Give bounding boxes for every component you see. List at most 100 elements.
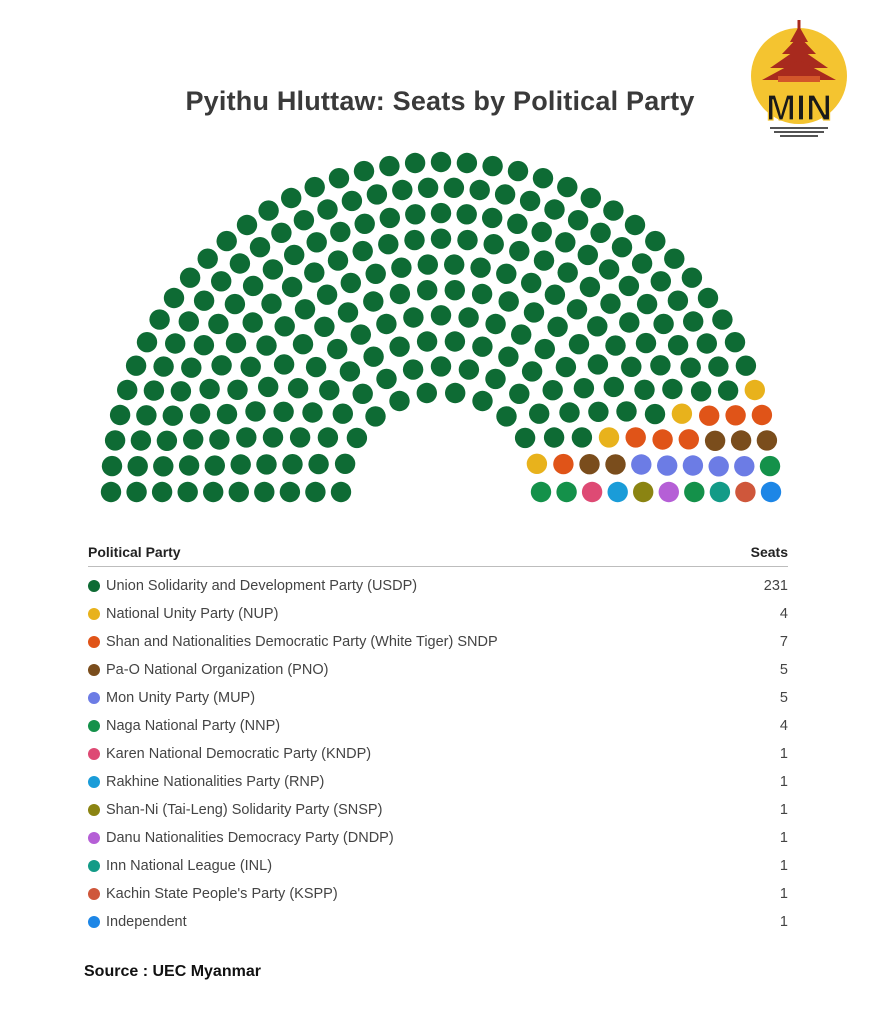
seat-dot [530,481,552,503]
seat-dot [216,403,238,425]
seat-dot [662,378,683,400]
legend-seat-count: 1 [779,858,788,874]
seat-dot [555,356,577,378]
seat-dot [652,429,673,450]
legend-seat-count: 231 [763,578,788,594]
seat-dot [529,403,550,424]
seat-dot [352,383,373,404]
svg-text:MIN: MIN [766,87,832,128]
legend-swatch [88,608,100,620]
seat-dot [153,456,174,477]
seat-dot [216,230,237,252]
seat-dot [543,427,565,448]
seat-dot [403,307,424,328]
seat-dot [633,481,654,503]
seat-dot [389,336,410,357]
seat-dot [712,309,733,330]
seat-dot [581,481,603,503]
seat-dot [417,177,439,198]
seat-dot [664,248,685,269]
seat-dot [193,335,215,356]
legend-row: Kachin State People's Party (KSPP) 1 [88,880,788,908]
legend-party-name: National Unity Party (NUP) [106,606,279,622]
seat-dot [305,356,327,378]
seat-dot [759,455,781,477]
seat-dot [566,299,588,320]
seat-dot [177,481,198,503]
seat-dot [482,155,503,177]
seat-dot [417,254,438,275]
seat-dot [507,160,529,182]
seat-dot [273,354,295,375]
seat-dot [498,346,519,367]
seat-dot [557,176,578,198]
seat-dot [544,199,565,220]
seat-dot [193,290,215,311]
legend-seat-count: 1 [779,830,788,846]
seat-dot [256,335,277,356]
seat-dot [258,376,279,398]
seat-dot [444,254,465,275]
seat-dot [242,275,264,297]
seat-dot [573,378,595,399]
seat-dot [378,234,399,255]
seat-dot [567,210,589,231]
seat-dot [340,272,361,294]
seat-dot [709,481,731,503]
seat-dot [178,455,200,476]
legend-swatch [88,916,100,928]
seat-dot [696,333,717,354]
seat-dot [314,316,335,337]
legend-row: Mon Unity Party (MUP) 5 [88,684,788,712]
seat-dot [580,187,601,209]
seat-dot [650,355,671,376]
seat-dot [636,293,658,315]
seat-dot [199,378,220,400]
seat-dot [389,283,411,305]
seat-dot [680,357,701,378]
seat-dot [258,200,279,221]
seat-dot [717,380,739,401]
legend-swatch [88,720,100,732]
seat-dot [485,368,506,390]
seat-dot [136,405,157,426]
seat-dot [391,257,412,278]
legend-seat-count: 1 [779,802,788,818]
seat-dot [531,221,552,243]
seat-dot [751,404,773,426]
chart-title: Pyithu Hluttaw: Seats by Political Party [185,86,695,116]
seat-dot [170,381,192,402]
seat-dot [667,335,689,356]
legend-row: Naga National Party (NNP) 4 [88,712,788,740]
seat-dot [392,179,413,201]
seat-dot [553,453,574,475]
seat-dot [100,481,122,503]
legend-swatch [88,748,100,760]
seat-dot [126,481,147,503]
seat-dot [404,229,425,251]
seat-dot [470,257,491,278]
seat-dot [127,456,148,477]
legend-swatch [88,860,100,872]
seat-dot [245,401,266,422]
seat-dot [616,401,637,422]
seat-dot [274,316,295,337]
seat-dot [162,405,183,426]
seat-dot [209,429,230,450]
legend-party-name: Shan-Ni (Tai-Leng) Solidarity Party (SNS… [106,802,383,818]
legend-seat-count: 7 [779,634,788,650]
seat-dot [334,453,356,474]
legend-party-name: Danu Nationalities Democracy Party (DNDP… [106,830,394,846]
seat-dot [607,481,628,503]
seat-dot [294,299,316,320]
seat-dot [523,302,545,323]
seat-dot [254,481,275,503]
seat-dot [619,312,640,333]
seat-dot [287,378,309,399]
seat-dot [657,455,678,476]
legend-swatch [88,692,100,704]
seat-dot [611,237,633,258]
seat-dot [625,427,646,448]
parliament-chart [100,151,782,503]
seat-dot [635,332,657,354]
